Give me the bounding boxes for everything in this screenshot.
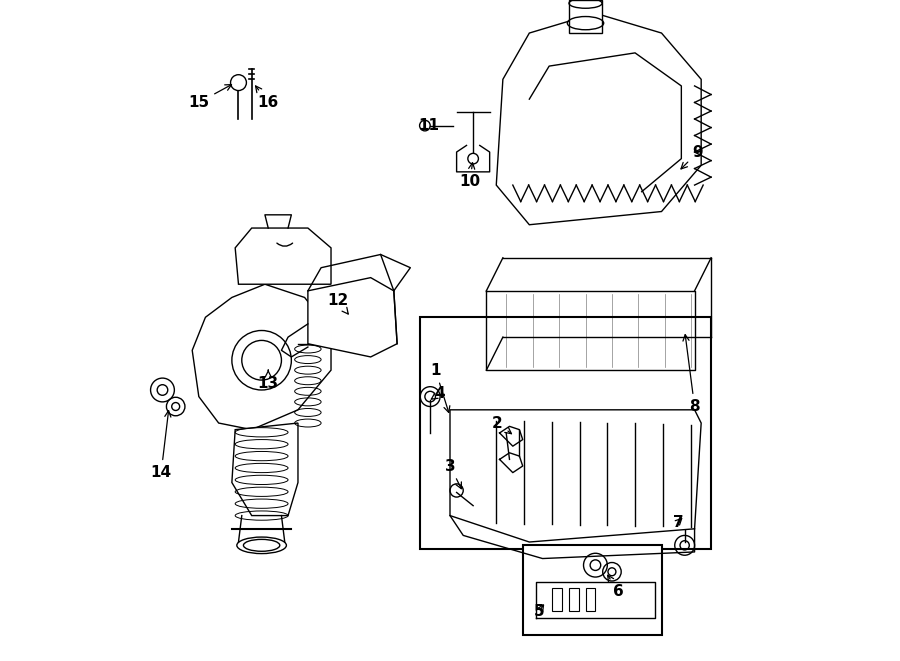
- Bar: [523, 545, 662, 635]
- Text: 9: 9: [681, 145, 703, 169]
- Polygon shape: [308, 278, 397, 357]
- Text: 15: 15: [188, 85, 231, 110]
- Polygon shape: [235, 228, 331, 284]
- Bar: [569, 588, 579, 611]
- Polygon shape: [232, 423, 298, 516]
- Bar: [553, 588, 562, 611]
- Text: 8: 8: [683, 334, 700, 414]
- Text: 4: 4: [431, 386, 446, 401]
- Bar: [586, 588, 596, 611]
- Bar: [420, 317, 711, 549]
- Polygon shape: [450, 410, 701, 542]
- Text: 6: 6: [608, 575, 624, 599]
- Text: 10: 10: [459, 163, 481, 189]
- Text: 5: 5: [534, 604, 544, 619]
- Text: 1: 1: [430, 363, 450, 412]
- Polygon shape: [496, 13, 701, 225]
- Text: 3: 3: [445, 459, 462, 488]
- Text: 12: 12: [327, 293, 348, 314]
- Polygon shape: [193, 284, 331, 430]
- Text: 16: 16: [256, 86, 279, 110]
- Text: 13: 13: [257, 370, 279, 391]
- Text: 14: 14: [150, 410, 172, 480]
- Text: 7: 7: [672, 515, 683, 529]
- Polygon shape: [569, 0, 602, 33]
- Text: 2: 2: [492, 416, 511, 434]
- Text: 11: 11: [418, 118, 439, 133]
